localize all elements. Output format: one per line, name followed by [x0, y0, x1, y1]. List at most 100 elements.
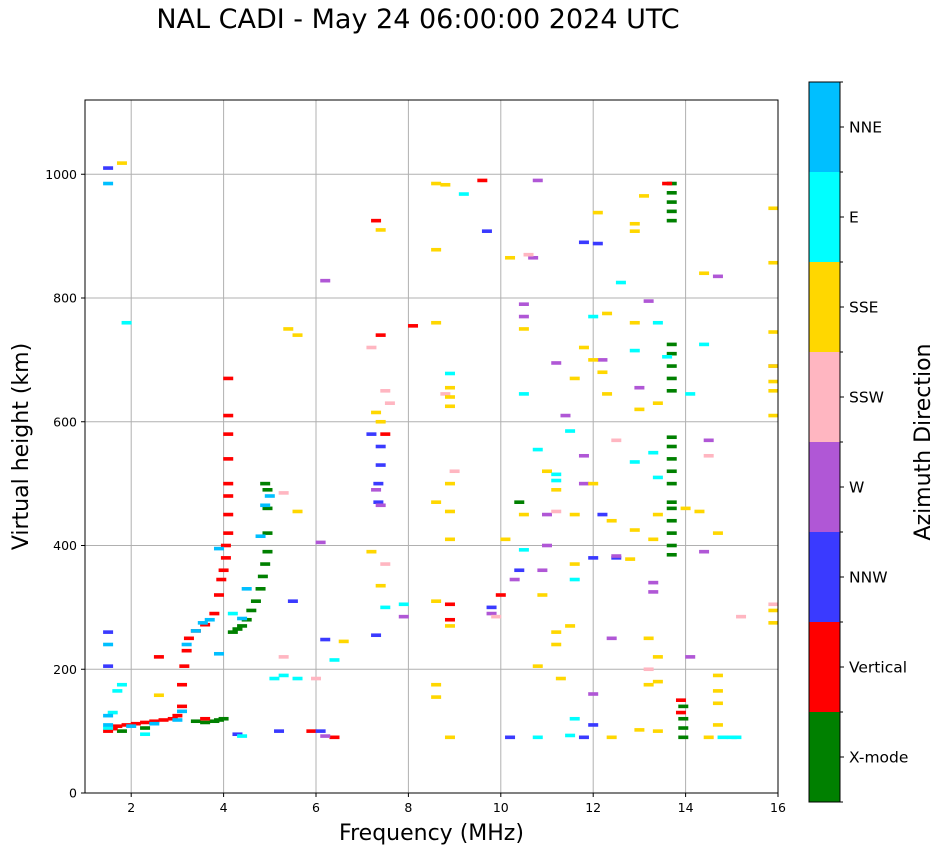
data-point-x-mode: [246, 608, 257, 613]
data-point-ssw: [491, 614, 502, 619]
data-point-vertical: [158, 718, 169, 722]
data-point-x-mode: [666, 518, 677, 523]
data-point-vertical: [149, 719, 160, 724]
data-point-nne: [237, 616, 248, 621]
data-point-sse: [648, 537, 659, 542]
data-point-x-mode: [678, 716, 689, 721]
data-point-x-mode: [666, 364, 677, 368]
data-point-sse: [565, 624, 576, 628]
data-point-sse: [712, 701, 723, 706]
data-point-vertical: [675, 710, 686, 715]
colorbar-title: Azimuth Direction: [911, 343, 936, 540]
data-point-nnw: [611, 556, 622, 560]
data-point-sse: [768, 330, 779, 334]
data-point-vertical: [183, 636, 194, 641]
data-point-vertical: [408, 324, 419, 328]
data-point-w: [518, 302, 529, 306]
data-point-vertical: [306, 729, 317, 733]
data-point-sse: [375, 228, 386, 232]
data-point-nnw: [375, 463, 386, 467]
data-point-sse: [699, 271, 710, 276]
data-point-vertical: [200, 716, 211, 721]
colorbar-label: Vertical: [849, 659, 907, 677]
data-point-w: [703, 438, 714, 443]
data-point-vertical: [209, 611, 220, 616]
data-point-nne: [213, 651, 224, 656]
data-point-sse: [537, 593, 548, 597]
data-point-w: [611, 554, 622, 558]
data-point-e: [717, 735, 728, 740]
data-point-e: [615, 280, 626, 285]
data-point-nne: [260, 503, 271, 508]
data-point-vertical: [444, 617, 455, 622]
data-point-nnw: [588, 723, 599, 727]
data-point-nne: [213, 546, 224, 551]
data-point-sse: [768, 364, 779, 368]
data-point-x-mode: [250, 599, 261, 603]
data-point-sse: [444, 395, 455, 399]
data-point-e: [629, 460, 640, 464]
data-point-x-mode: [666, 500, 677, 504]
data-point-e: [140, 732, 151, 737]
data-point-w: [509, 577, 520, 582]
data-point-sse: [431, 181, 442, 186]
grid-lines: [85, 100, 778, 793]
data-point-sse: [551, 630, 562, 634]
data-point-e: [588, 314, 599, 319]
data-point-sse: [703, 735, 714, 740]
colorbar-swatch: [809, 442, 840, 532]
data-point-nnw: [373, 500, 384, 504]
x-axis-label: Frequency (MHz): [339, 821, 524, 846]
data-point-vertical: [223, 494, 234, 498]
data-point-nnw: [103, 630, 114, 634]
data-point-sse: [629, 320, 640, 325]
data-point-vertical: [220, 556, 231, 560]
data-point-x-mode: [666, 457, 677, 461]
data-point-sse: [768, 206, 779, 211]
colorbar: X-mode Vertical NNW W SSW SSE E NNE: [808, 81, 908, 803]
colorbar-label: X-mode: [849, 749, 908, 767]
data-point-w: [685, 655, 696, 659]
data-point-nne: [204, 617, 215, 622]
data-point-sse: [153, 693, 164, 698]
data-point-e: [380, 605, 391, 610]
data-point-nnw: [232, 732, 243, 737]
data-point-vertical: [223, 457, 234, 461]
data-point-x-mode: [666, 543, 677, 548]
data-point-w: [578, 453, 589, 458]
data-point-sse: [283, 327, 294, 331]
data-point-ssw: [703, 453, 714, 458]
data-point-sse: [518, 512, 529, 517]
data-point-e: [121, 320, 132, 325]
data-point-w: [588, 692, 599, 696]
data-point-sse: [602, 392, 613, 396]
data-point-x-mode: [260, 481, 271, 486]
data-point-ssw: [278, 655, 289, 659]
data-point-x-mode: [666, 444, 677, 449]
data-point-sse: [444, 385, 455, 390]
colorbar-label: NNW: [849, 569, 888, 587]
x-tick-label: 2: [127, 800, 135, 815]
data-point-vertical: [662, 181, 673, 186]
x-tick-label: 12: [585, 800, 601, 815]
data-point-x-mode: [666, 218, 677, 223]
data-point-sse: [366, 549, 377, 554]
data-point-sse: [629, 229, 640, 233]
data-point-x-mode: [262, 531, 273, 535]
y-axis-label: Virtual height (km): [9, 343, 34, 550]
data-point-sse: [569, 512, 580, 517]
data-point-ssw: [311, 676, 321, 681]
data-point-x-mode: [209, 719, 220, 724]
data-point-e: [726, 735, 737, 740]
data-point-nne: [190, 629, 201, 633]
data-point-sse: [652, 729, 663, 733]
data-point-nne: [241, 587, 252, 591]
data-point-nnw: [486, 605, 497, 610]
data-point-e: [565, 429, 576, 433]
y-tick-label: 800: [53, 291, 77, 306]
data-point-nnw: [320, 637, 331, 642]
y-tick-label: 200: [53, 662, 77, 677]
data-point-sse: [551, 488, 562, 492]
data-point-vertical: [130, 721, 141, 726]
data-point-vertical: [495, 593, 506, 597]
